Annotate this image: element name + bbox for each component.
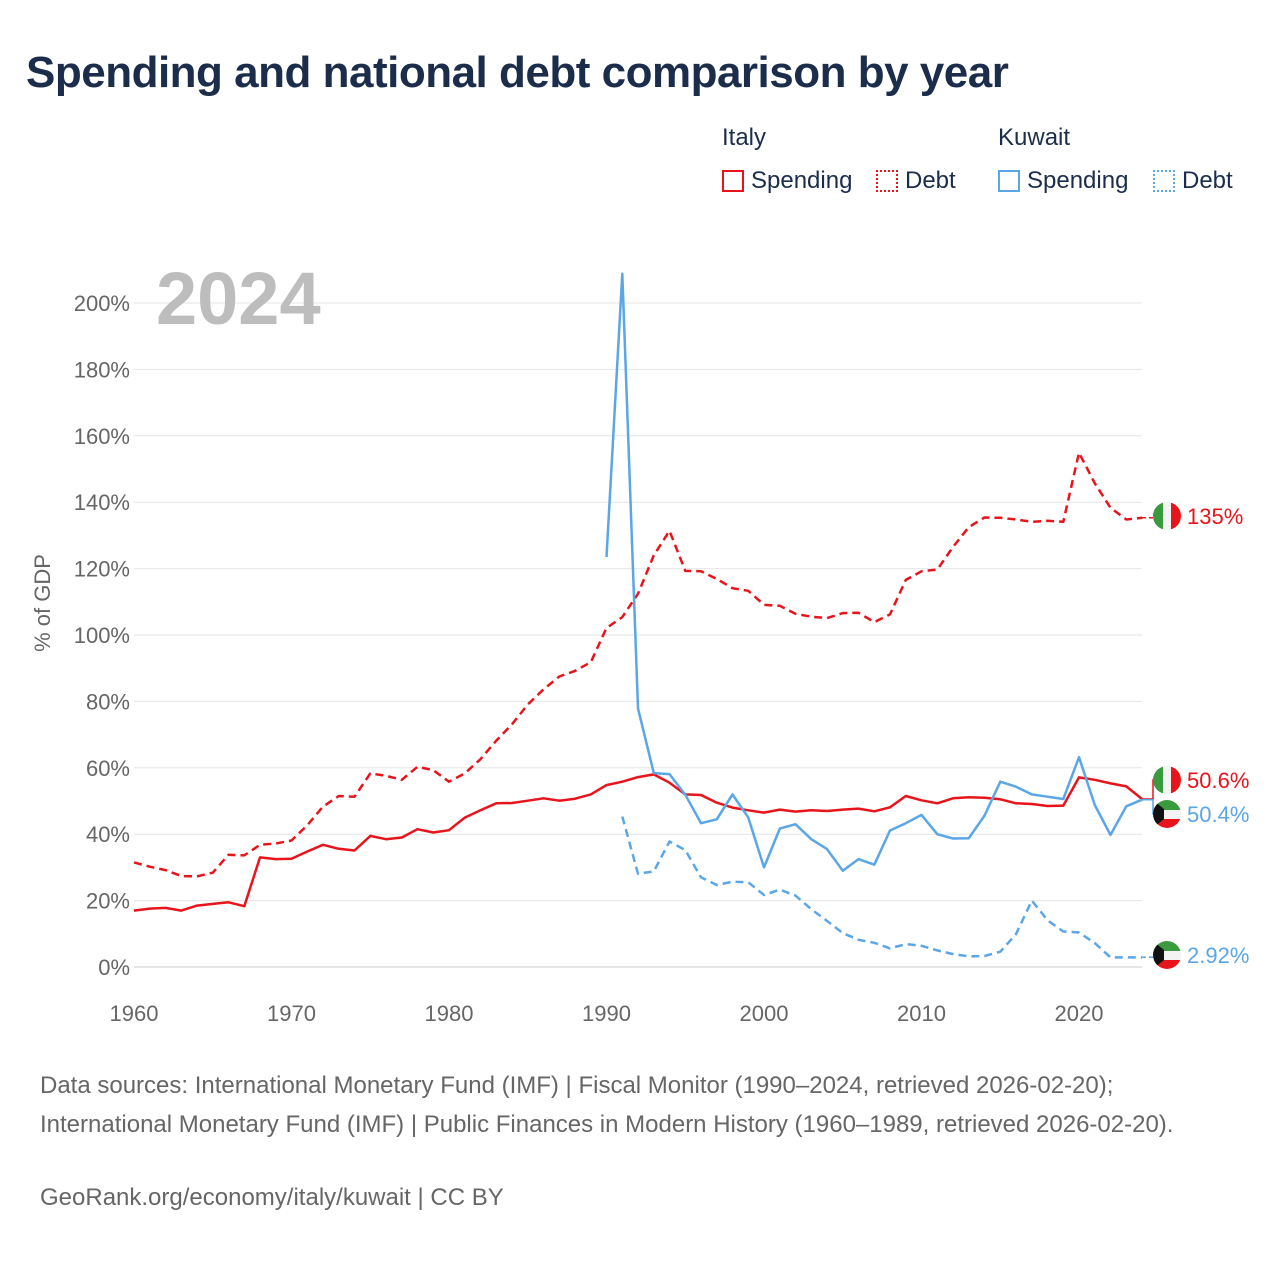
legend-label-italy-spending: Spending — [751, 167, 853, 194]
series-line-kuwait-debt — [621, 816, 1143, 959]
legend-item-kuwait-spending[interactable]: Spending — [998, 166, 1128, 196]
y-tick-label: 140% — [74, 490, 130, 515]
legend-item-kuwait-debt[interactable]: Debt — [1153, 166, 1233, 196]
x-tick-label: 1960 — [110, 1001, 159, 1026]
series-line-italy-spending — [133, 773, 1143, 912]
end-label-italy-spending: 50.6% — [1187, 768, 1249, 793]
kuwait-flag-icon — [1153, 800, 1181, 828]
legend-group-kuwait: Kuwait — [998, 124, 1071, 151]
y-tick-label: 180% — [74, 357, 130, 382]
legend-group-italy: Italy — [722, 124, 767, 151]
y-tick-label: 40% — [86, 822, 130, 847]
legend-item-italy-spending[interactable]: Spending — [722, 166, 852, 196]
x-tick-label: 2020 — [1055, 1001, 1104, 1026]
legend-label-italy-debt: Debt — [905, 167, 956, 194]
end-label-kuwait-debt: 2.92% — [1187, 943, 1249, 968]
y-tick-label: 80% — [86, 689, 130, 714]
italy-flag-icon — [1153, 766, 1181, 794]
x-tick-label: 1970 — [267, 1001, 316, 1026]
series-line-kuwait-spending — [605, 272, 1143, 872]
x-tick-label: 2000 — [740, 1001, 789, 1026]
y-tick-label: 60% — [86, 756, 130, 781]
italy-flag-icon — [1153, 502, 1181, 530]
y-tick-label: 100% — [74, 623, 130, 648]
legend-swatch-italy-spending — [722, 170, 744, 192]
end-label-kuwait-spending: 50.4% — [1187, 802, 1249, 827]
line-chart: 0% 20% 40% 60% 80% 100% 120% 140% 160% 180% 200% 19… — [30, 257, 1249, 1026]
data-sources: Data sources: International Monetary Fun… — [40, 1072, 1174, 1138]
y-tick-label: 0% — [98, 955, 130, 980]
x-tick-label: 1980 — [425, 1001, 474, 1026]
series-line-italy-debt — [133, 451, 1143, 878]
x-tick-label: 1990 — [582, 1001, 631, 1026]
kuwait-flag-icon — [1153, 941, 1181, 969]
x-tick-label: 2010 — [897, 1001, 946, 1026]
legend-swatch-kuwait-spending — [998, 170, 1020, 192]
year-label: 2024 — [156, 257, 321, 340]
end-label-italy-debt: 135% — [1187, 504, 1243, 529]
chart-title: Spending and national debt comparison by… — [26, 48, 1009, 97]
y-tick-label: 20% — [86, 889, 130, 914]
legend-label-kuwait-spending: Spending — [1027, 167, 1129, 194]
y-tick-label: 120% — [74, 557, 130, 582]
legend-swatch-kuwait-debt — [1153, 170, 1175, 192]
legend-swatch-italy-debt — [876, 170, 898, 192]
y-tick-label: 200% — [74, 291, 130, 316]
credit-line: GeoRank.org/economy/italy/kuwait | CC BY — [40, 1184, 504, 1211]
legend-item-italy-debt[interactable]: Debt — [876, 166, 956, 196]
legend-label-kuwait-debt: Debt — [1182, 167, 1233, 194]
y-tick-label: 160% — [74, 424, 130, 449]
y-axis-label: % of GDP — [30, 554, 55, 652]
